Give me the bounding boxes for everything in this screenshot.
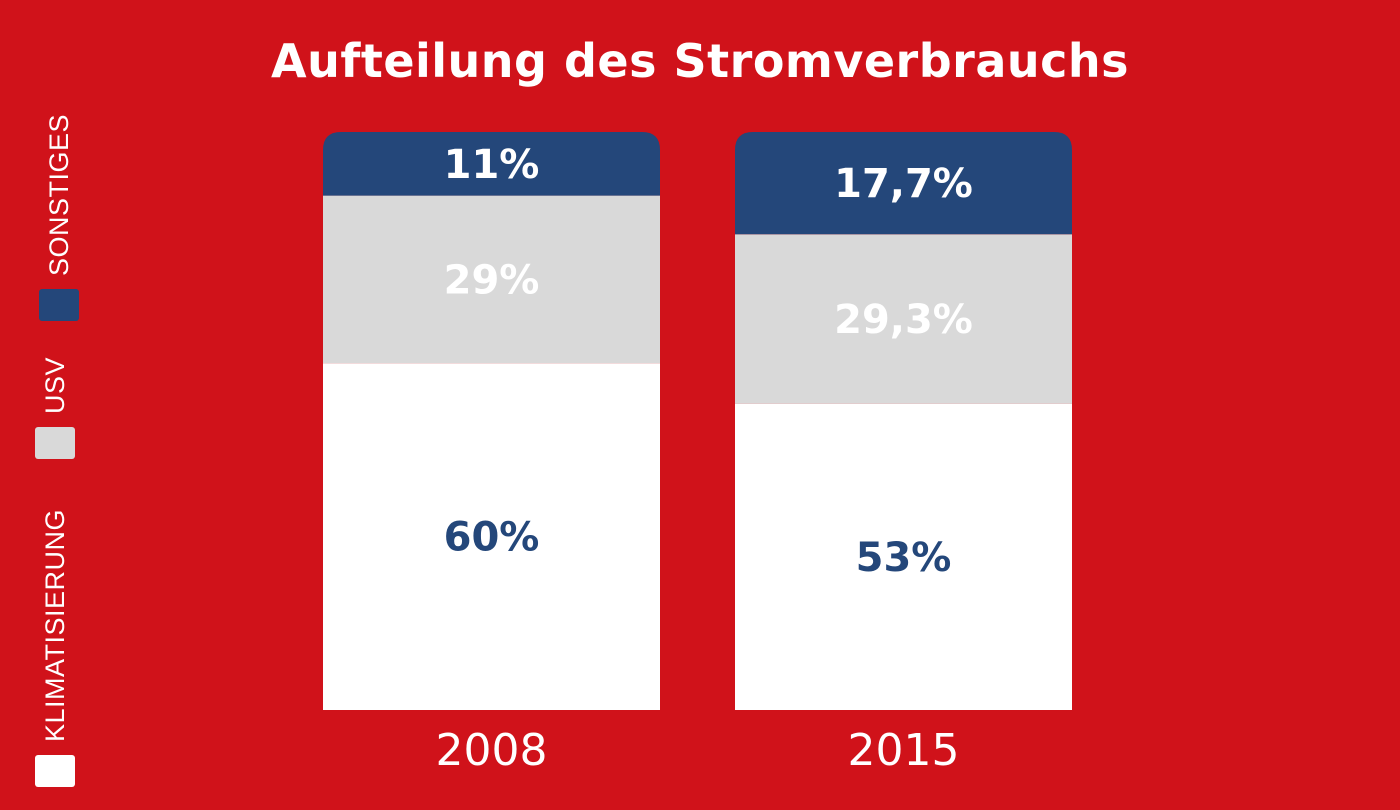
data-label-sonstiges-2015: 17,7% [834,161,973,207]
legend-swatch-usv [35,427,75,459]
legend: KLIMATISIERUNG USV SONSTIGES [0,0,120,810]
chart-title: Aufteilung des Stromverbrauchs [270,34,1130,88]
data-label-usv-2015: 29,3% [834,297,973,343]
bar-segment-usv-2008 [323,195,660,364]
category-label-2008: 2008 [436,725,548,776]
data-label-klimatisierung-2015: 53% [856,535,952,581]
legend-swatch-klimatisierung [35,755,75,787]
legend-swatch-sonstiges [39,289,79,321]
bar-segment-usv-2015 [735,234,1072,404]
bar-segment-klimatisierung-2008 [323,363,660,710]
data-label-usv-2008: 29% [444,257,540,303]
category-label-2015: 2015 [848,725,960,776]
bar-segment-klimatisierung-2015 [735,403,1072,710]
data-label-klimatisierung-2008: 60% [444,515,540,561]
bar-segment-sonstiges-2008 [323,132,660,196]
bar-segment-sonstiges-2015 [735,132,1072,235]
data-label-sonstiges-2008: 11% [444,142,540,188]
